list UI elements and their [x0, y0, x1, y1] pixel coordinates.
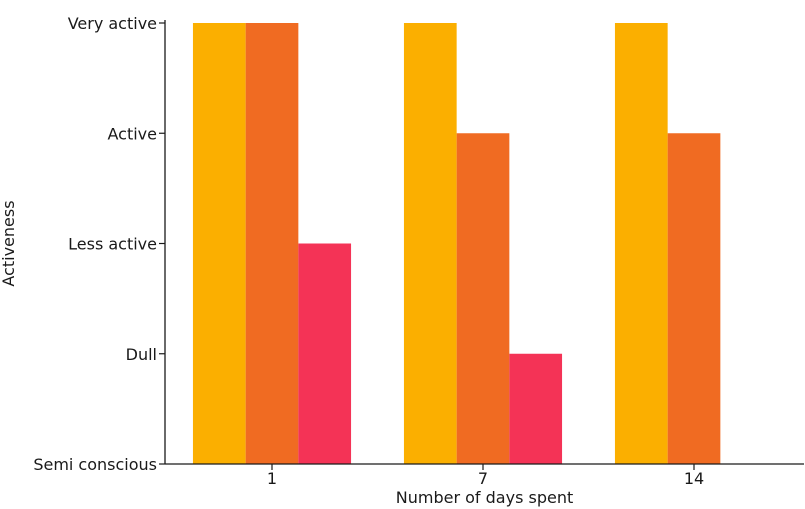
- bar-series3-day-1: [298, 243, 352, 464]
- bar-series2-day-1: [245, 23, 299, 464]
- bar-series1-day-7: [403, 23, 457, 464]
- bar-series2-day-14: [667, 133, 721, 464]
- x-tick-label: 14: [684, 469, 704, 488]
- y-tick-label: Less active: [68, 235, 157, 254]
- x-axis-title: Number of days spent: [396, 488, 573, 507]
- x-ticks-group: 1 7 14: [267, 464, 704, 488]
- bar-series3-day-7: [509, 353, 563, 464]
- y-tick-label: Semi conscious: [33, 455, 157, 474]
- x-tick-label: 1: [267, 469, 277, 488]
- y-tick-label: Dull: [126, 345, 157, 364]
- bars-group: [192, 23, 721, 464]
- y-axis-title: Activeness: [0, 200, 18, 286]
- y-tick-label: Very active: [68, 14, 157, 33]
- y-tick-label: Active: [108, 124, 158, 143]
- bar-series1-day-14: [614, 23, 668, 464]
- y-ticks-group: Semi conscious Dull Less active Active Very …: [33, 14, 165, 474]
- bar-series1-day-1: [192, 23, 246, 464]
- bar-series2-day-7: [456, 133, 510, 464]
- x-tick-label: 7: [478, 469, 488, 488]
